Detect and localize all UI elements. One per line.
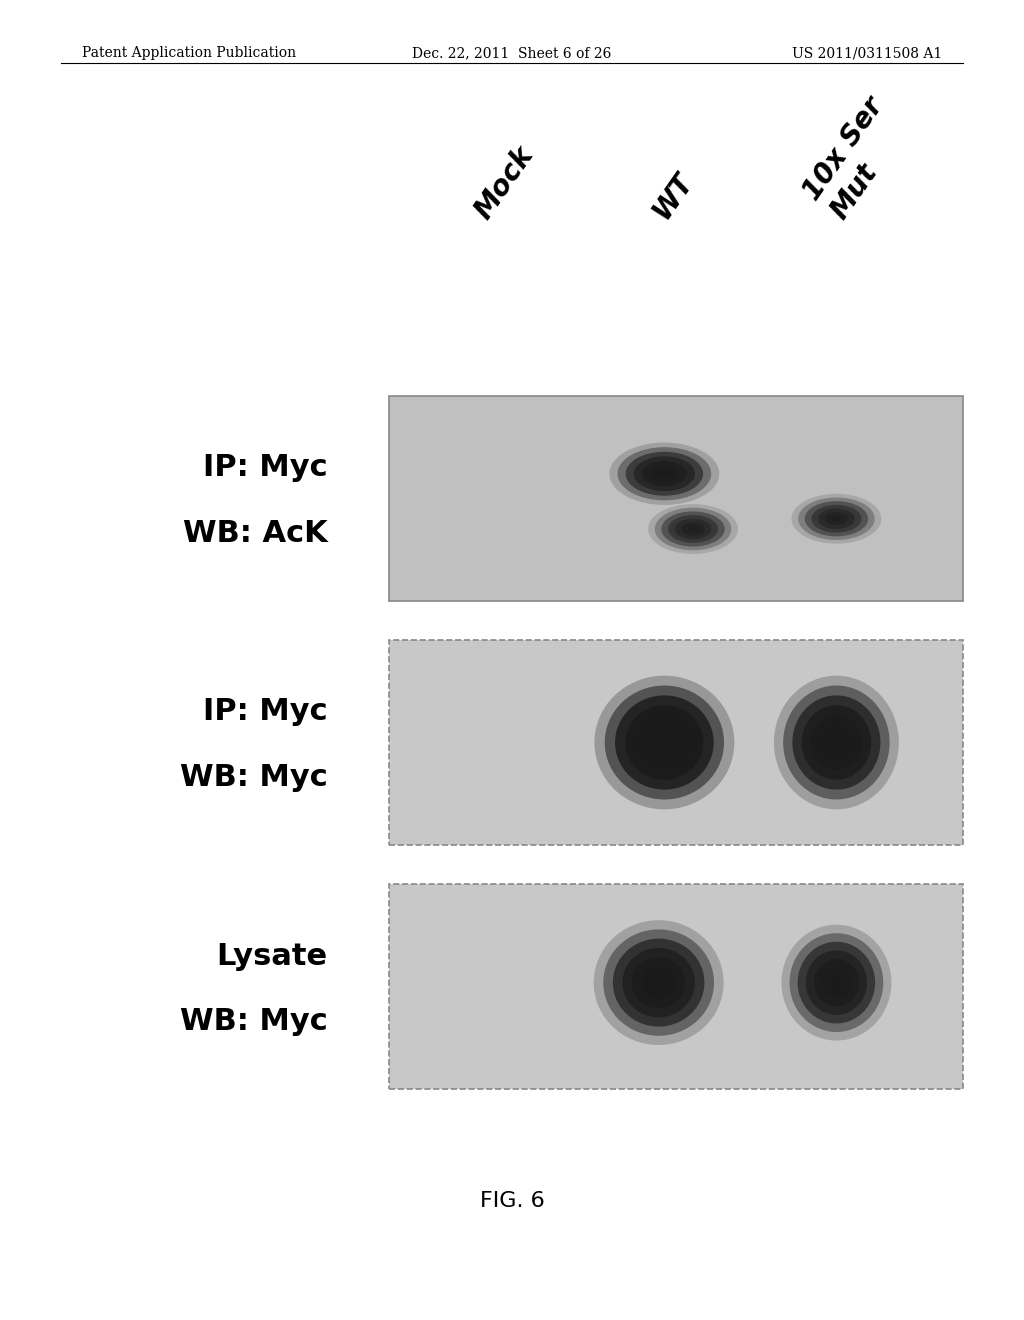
Ellipse shape: [668, 515, 718, 543]
Ellipse shape: [634, 457, 695, 491]
Text: Patent Application Publication: Patent Application Publication: [82, 46, 296, 61]
Ellipse shape: [811, 715, 862, 770]
Bar: [389, 396, 963, 601]
Ellipse shape: [830, 975, 843, 989]
Ellipse shape: [594, 920, 724, 1045]
Ellipse shape: [798, 498, 874, 540]
Ellipse shape: [626, 705, 703, 780]
Text: 10x Ser
Mut: 10x Ser Mut: [799, 92, 915, 224]
Ellipse shape: [675, 519, 712, 539]
Ellipse shape: [646, 725, 683, 760]
Ellipse shape: [831, 516, 842, 521]
Bar: [389, 640, 963, 845]
Ellipse shape: [656, 735, 673, 750]
Text: Dec. 22, 2011  Sheet 6 of 26: Dec. 22, 2011 Sheet 6 of 26: [413, 46, 611, 61]
Ellipse shape: [822, 968, 851, 998]
Ellipse shape: [820, 725, 853, 760]
Ellipse shape: [636, 715, 693, 770]
Text: US 2011/0311508 A1: US 2011/0311508 A1: [792, 46, 942, 61]
Ellipse shape: [615, 696, 714, 789]
Ellipse shape: [774, 676, 899, 809]
Ellipse shape: [792, 494, 882, 544]
Bar: [389, 884, 963, 1089]
Text: FIG. 6: FIG. 6: [479, 1191, 545, 1212]
Ellipse shape: [612, 939, 705, 1027]
Ellipse shape: [790, 933, 884, 1032]
Text: IP: Myc: IP: Myc: [203, 697, 328, 726]
Ellipse shape: [783, 685, 890, 800]
Ellipse shape: [642, 966, 676, 999]
Text: WB: Myc: WB: Myc: [180, 763, 328, 792]
Ellipse shape: [626, 451, 703, 496]
Text: WB: AcK: WB: AcK: [183, 519, 328, 548]
Ellipse shape: [793, 696, 881, 789]
Ellipse shape: [811, 504, 861, 533]
Ellipse shape: [818, 508, 855, 529]
Ellipse shape: [781, 925, 891, 1040]
Ellipse shape: [688, 527, 698, 532]
Ellipse shape: [650, 466, 679, 482]
Text: IP: Myc: IP: Myc: [203, 453, 328, 482]
Ellipse shape: [617, 447, 712, 500]
Ellipse shape: [806, 950, 867, 1015]
Ellipse shape: [605, 685, 724, 800]
Ellipse shape: [681, 523, 705, 536]
Text: Lysate: Lysate: [216, 941, 328, 970]
Ellipse shape: [805, 502, 868, 536]
Text: WT: WT: [647, 168, 698, 224]
Ellipse shape: [814, 958, 859, 1006]
Ellipse shape: [658, 470, 671, 478]
Text: WB: Myc: WB: Myc: [180, 1007, 328, 1036]
Ellipse shape: [829, 735, 844, 750]
Ellipse shape: [662, 511, 725, 546]
Ellipse shape: [642, 461, 687, 487]
Ellipse shape: [603, 929, 714, 1036]
Ellipse shape: [798, 941, 876, 1023]
Ellipse shape: [651, 975, 666, 990]
Text: Mock: Mock: [469, 141, 540, 224]
Ellipse shape: [802, 705, 871, 780]
Ellipse shape: [623, 948, 695, 1018]
Ellipse shape: [824, 512, 848, 525]
Ellipse shape: [609, 442, 719, 506]
Ellipse shape: [594, 676, 734, 809]
Ellipse shape: [632, 957, 685, 1008]
Ellipse shape: [648, 504, 738, 554]
Ellipse shape: [654, 508, 731, 550]
